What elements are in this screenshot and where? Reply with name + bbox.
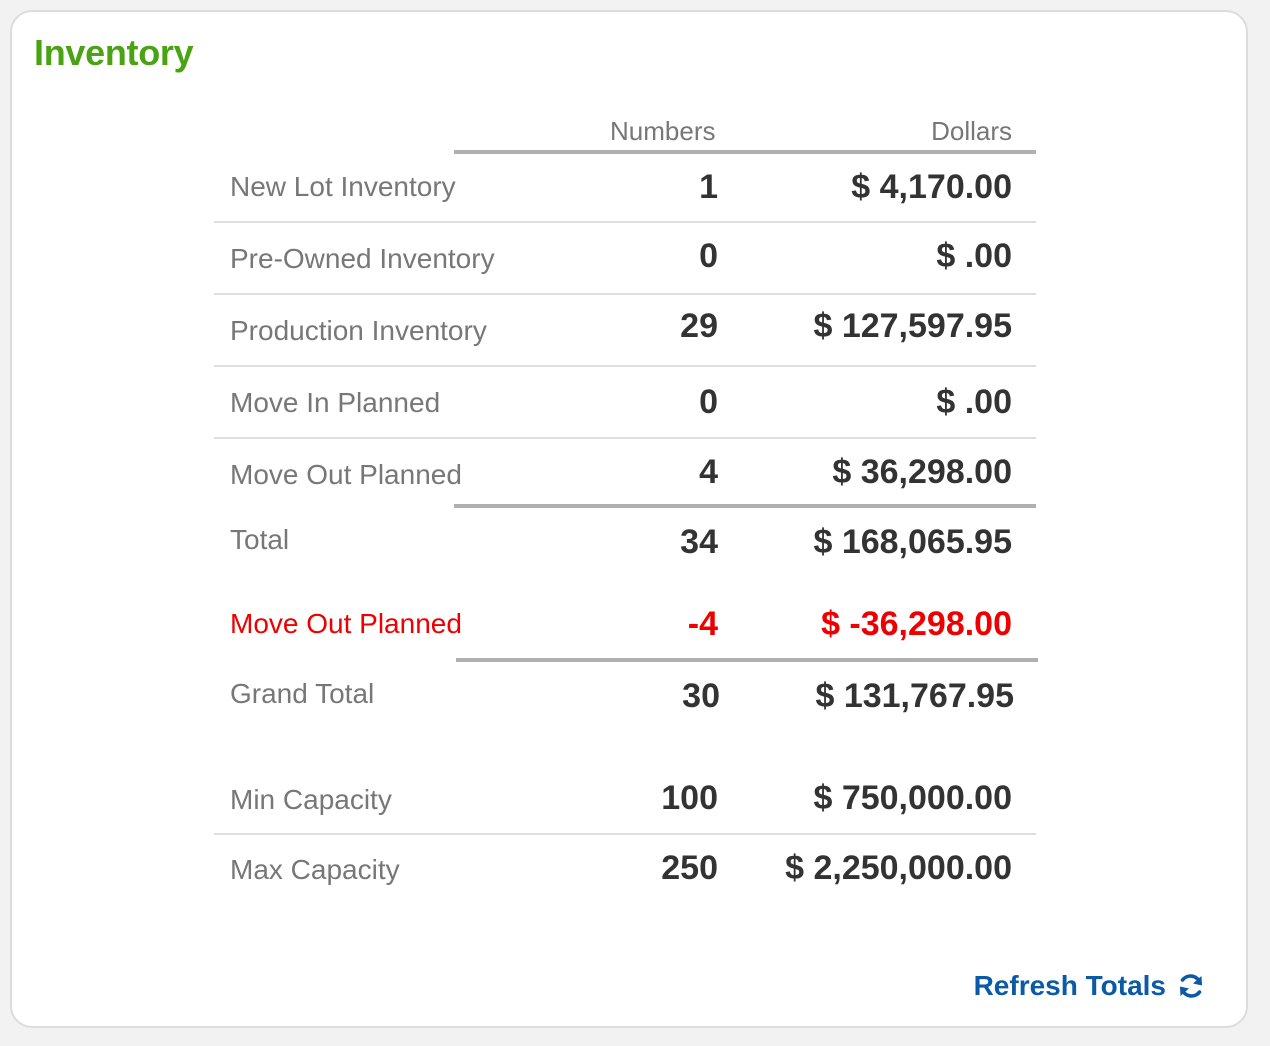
adjustment-dollars: $ -36,298.00 [821, 605, 1012, 643]
grand-total-divider [456, 658, 1038, 662]
grand-total-dollars: $ 131,767.95 [815, 677, 1014, 715]
row-dollars: $ .00 [936, 383, 1012, 421]
capacity-dollars: $ 2,250,000.00 [785, 849, 1012, 887]
refresh-totals-label: Refresh Totals [973, 970, 1166, 1001]
refresh-icon [1176, 971, 1206, 1001]
row-numbers: 0 [699, 383, 718, 421]
inventory-panel: Inventory Numbers Dollars New Lot Invent… [10, 10, 1248, 1028]
adjustment-numbers: -4 [687, 605, 718, 643]
row-divider [214, 833, 1036, 835]
row-label: Move Out Planned [230, 459, 462, 490]
row-divider [214, 365, 1036, 367]
row-label: Production Inventory [230, 315, 487, 346]
row-dollars: $ 4,170.00 [851, 168, 1012, 206]
total-divider [454, 504, 1036, 508]
header-divider [454, 150, 1036, 154]
row-label: Move In Planned [230, 387, 441, 418]
capacity-label: Min Capacity [230, 784, 392, 815]
row-numbers: 4 [699, 453, 718, 491]
capacity-numbers: 100 [661, 779, 718, 817]
capacity-numbers: 250 [661, 849, 718, 887]
row-divider [214, 293, 1036, 295]
row-dollars: $ 127,597.95 [813, 307, 1012, 345]
row-label: Pre-Owned Inventory [230, 243, 495, 274]
capacity-dollars: $ 750,000.00 [813, 779, 1012, 817]
row-numbers: 0 [699, 237, 718, 275]
row-label: New Lot Inventory [230, 171, 456, 202]
row-dollars: $ 36,298.00 [832, 453, 1012, 491]
grand-total-numbers: 30 [682, 677, 720, 715]
total-numbers: 34 [680, 523, 718, 561]
row-divider [214, 437, 1036, 439]
grand-total-label: Grand Total [230, 678, 375, 709]
panel-title: Inventory [34, 32, 194, 73]
adjustment-label: Move Out Planned [230, 608, 462, 639]
total-label: Total [230, 524, 290, 555]
refresh-totals-link[interactable]: Refresh Totals [974, 970, 1206, 1002]
row-divider [214, 221, 1036, 223]
capacity-label: Max Capacity [230, 854, 400, 885]
header-dollars: Dollars [931, 116, 1012, 146]
row-dollars: $ .00 [936, 237, 1012, 275]
row-numbers: 29 [680, 307, 718, 345]
row-numbers: 1 [699, 168, 718, 206]
header-numbers: Numbers [610, 116, 716, 146]
total-dollars: $ 168,065.95 [813, 523, 1012, 561]
